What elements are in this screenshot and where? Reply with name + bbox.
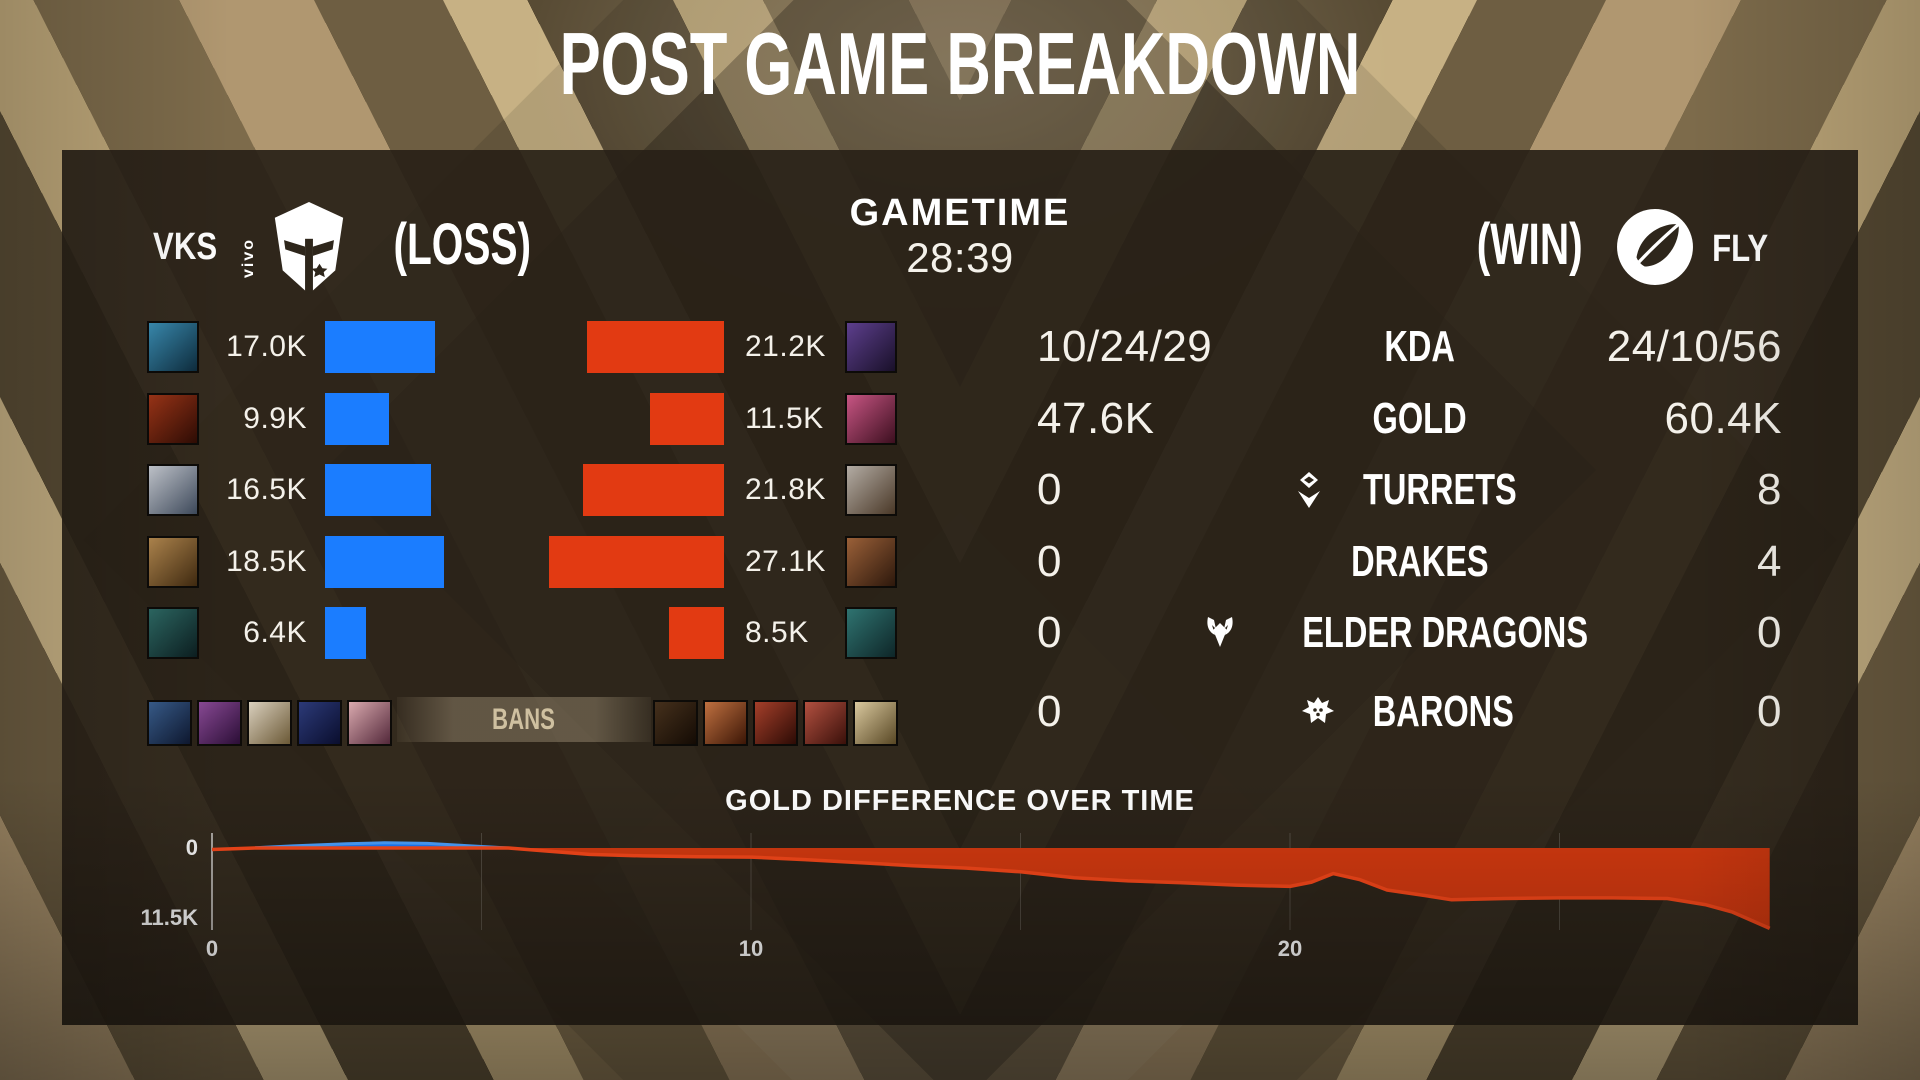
stat-label-text: TURRETS [1363,465,1517,515]
ban-champion-icon [197,700,242,746]
gold-bar-blue [325,392,389,445]
turret-icon [1296,472,1322,508]
stat-value-left: 0 [1037,534,1337,590]
stat-label: TURRETS [1120,462,1720,518]
right-team-result: (WIN) [1430,210,1630,280]
stat-label-text: GOLD [1373,394,1467,444]
flyquest-logo-icon [1616,208,1694,286]
champion-icon [845,392,897,445]
player-gold-value: 11.5K [745,393,840,445]
player-gold-value: 8.5K [745,607,840,659]
gold-bar-blue [325,464,432,516]
gold-bar-red [549,535,724,588]
champion-icon [845,607,897,659]
champion-icon [845,535,897,588]
ban-champion-icon [347,700,392,746]
gold-bar-red [669,607,724,659]
ban-champion-icon [853,700,898,746]
stat-value-left: 0 [1037,462,1337,518]
stat-label-text: ELDER DRAGONS [1302,608,1588,658]
gold-difference-chart [211,833,1771,931]
ban-champion-icon [753,700,798,746]
champion-icon [845,321,897,373]
ban-champion-icon [147,700,192,746]
stat-label: GOLD [1120,391,1720,447]
player-gold-value: 16.5K [183,464,307,516]
left-team-result: (LOSS) [362,210,562,280]
y-axis-label-zero: 0 [118,835,198,861]
stat-value-right: 0 [1482,684,1782,740]
bans-label: BANS [493,703,556,737]
stat-value-right: 0 [1482,605,1782,661]
stat-value-left: 0 [1037,605,1337,661]
gold-bar-blue [325,321,435,373]
stat-value-left: 0 [1037,684,1337,740]
stat-label: ELDER DRAGONS [1120,605,1720,661]
x-axis-tick-10: 10 [711,936,791,962]
ban-champion-icon [653,700,698,746]
stat-value-left: 47.6K [1037,391,1337,447]
stat-value-right: 60.4K [1482,391,1782,447]
player-gold-value: 27.1K [745,536,840,588]
gold-bar-blue [325,535,445,588]
ban-champion-icon [803,700,848,746]
stat-label-text: BARONS [1372,687,1513,737]
champion-icon [147,607,199,659]
gold-bar-blue [325,607,367,659]
player-gold-value: 21.2K [745,321,840,373]
champion-icon [845,464,897,516]
stat-value-right: 8 [1482,462,1782,518]
stat-label-text: DRAKES [1351,537,1488,587]
stat-label: DRAKES [1120,534,1720,590]
gold-bar-red [587,321,724,373]
player-gold-value: 21.8K [745,464,840,516]
champion-icon [147,535,199,588]
gold-bar-red [649,392,724,445]
stat-label-text: KDA [1385,322,1456,372]
champion-icon [147,464,199,516]
x-axis-tick-0: 0 [172,936,252,962]
player-gold-value: 18.5K [183,536,307,588]
player-gold-value: 6.4K [183,607,307,659]
player-gold-value: 9.9K [183,393,307,445]
ban-champion-icon [247,700,292,746]
right-team-tag: FLY [1706,228,1796,271]
chart-title: GOLD DIFFERENCE OVER TIME [0,785,1920,818]
gametime-label: GAMETIME [0,192,1920,235]
page-title: POST GAME BREAKDOWN [0,18,1920,110]
stat-value-left: 10/24/29 [1037,319,1337,375]
gold-bar-red [583,464,724,516]
y-axis-label-max: 11.5K [118,905,199,931]
x-axis-tick-20: 20 [1250,936,1330,962]
stat-label: KDA [1120,319,1720,375]
elder-dragon-icon [1202,617,1238,649]
champion-icon [147,321,199,373]
ban-champion-icon [297,700,342,746]
stat-value-right: 4 [1482,534,1782,590]
player-gold-value: 17.0K [183,321,307,373]
ban-champion-icon [703,700,748,746]
gametime-value: 28:39 [0,234,1920,282]
champion-icon [147,392,199,445]
stat-label: BARONS [1120,684,1720,740]
baron-icon [1301,697,1334,727]
left-team-tag: VKS [146,226,224,269]
bans-strip: BANS [397,697,651,742]
vivo-keyd-helmet-icon [266,202,352,294]
stat-value-right: 24/10/56 [1482,319,1782,375]
